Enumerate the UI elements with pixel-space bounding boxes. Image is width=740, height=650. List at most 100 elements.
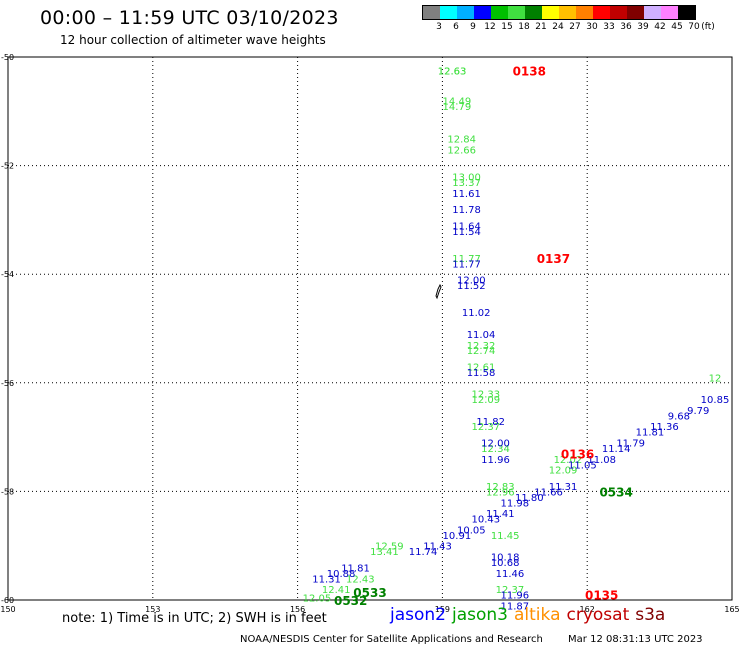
wave-height-label: 14.79 (443, 102, 472, 113)
wave-height-label: 10.43 (472, 515, 501, 526)
wave-height-label: 11.04 (467, 330, 496, 341)
wave-height-label: 10.91 (443, 531, 472, 542)
wave-height-label: 12.09 (549, 466, 578, 477)
lat-label: -56 (1, 379, 14, 388)
lat-label: -58 (1, 487, 14, 496)
pass-time-label: 0136 (561, 447, 594, 461)
wave-height-label: 11.80 (515, 493, 544, 504)
wave-height-label: 11.77 (452, 259, 481, 270)
wave-height-label: 11.14 (602, 444, 631, 455)
wave-height-label: 11.31 (312, 574, 341, 585)
page-title: 00:00 – 11:59 UTC 03/10/2023 (40, 7, 339, 29)
lat-label: -54 (1, 270, 14, 279)
wave-height-label: 11.82 (476, 417, 505, 428)
wave-height-label: 11.96 (500, 591, 529, 602)
axis-labels: 150 153 156 159 162 165 -50 -52 -54 -56 -58 -60 (0, 53, 739, 614)
legend-label: 36 (620, 22, 632, 32)
wave-height-label: 9.79 (687, 406, 709, 417)
legend-label: 27 (569, 22, 581, 32)
wave-height-label: 11.46 (496, 569, 525, 580)
wave-height-label: 12.74 (467, 346, 496, 357)
wave-height-label: 11.31 (549, 482, 578, 493)
wave-height-label: 11.81 (636, 428, 665, 439)
wave-height-label: 12.37 (472, 422, 501, 433)
wave-height-label: 11.96 (481, 455, 510, 466)
lon-label: 165 (724, 605, 739, 614)
wave-height-label: 12.63 (438, 67, 467, 78)
wave-height-label: 12.37 (496, 585, 525, 596)
legend-label: 15 (501, 22, 513, 32)
page-subtitle: 12 hour collection of altimeter wave hei… (60, 33, 326, 47)
wave-height-label: 12.02 (554, 455, 583, 466)
pass-time-label: 0534 (599, 485, 632, 499)
legend-swatch (508, 6, 525, 19)
legend-label: 30 (586, 22, 598, 32)
pass-time-label: 0135 (585, 589, 618, 603)
satellite-cryosat: cryosat (566, 605, 630, 625)
lon-label: 162 (580, 605, 595, 614)
wave-height-label: 11.52 (457, 281, 486, 292)
wave-height-label: 13.37 (452, 178, 481, 189)
wave-height-label: 10.05 (457, 525, 486, 536)
wave-height-label: 11.87 (500, 601, 529, 612)
wave-height-label: 12.00 (481, 439, 510, 450)
wave-height-label: 11.61 (452, 189, 481, 200)
satellite-jason2: jason2 (390, 605, 446, 625)
wave-height-label: 12.61 (467, 363, 496, 374)
legend-swatch (576, 6, 593, 19)
wave-height-label: 12.32 (467, 341, 496, 352)
wave-height-label: 12.33 (472, 390, 501, 401)
wave-height-label: 11.64 (452, 221, 481, 232)
legend-swatch (644, 6, 661, 19)
wave-height-label: 11.79 (616, 439, 645, 450)
legend-label: 33 (603, 22, 615, 32)
macquarie-island (435, 283, 442, 300)
credit-line: NOAA/NESDIS Center for Satellite Applica… (240, 634, 703, 645)
wave-height-label: 11.77 (452, 254, 481, 265)
wave-height-label: 12.84 (447, 134, 476, 145)
legend-swatch (525, 6, 542, 19)
legend-swatch (423, 6, 440, 19)
lat-label: -60 (1, 596, 14, 605)
wave-height-label: 13.00 (452, 172, 481, 183)
wave-height-label: 12.96 (486, 487, 515, 498)
pass-time-label: 0138 (513, 65, 546, 79)
legend-swatch (491, 6, 508, 19)
lon-label: 156 (290, 605, 305, 614)
credit-text: NOAA/NESDIS Center for Satellite Applica… (240, 634, 543, 645)
wave-height-label: 11.05 (568, 460, 597, 471)
legend-label: 12 (484, 22, 496, 32)
wave-height-label: 12.00 (457, 276, 486, 287)
lon-label: 150 (0, 605, 15, 614)
lat-label: -52 (1, 162, 14, 171)
wave-height-label: 10.85 (701, 395, 730, 406)
legend-swatch (610, 6, 627, 19)
satellite-jason3: jason3 (452, 605, 508, 625)
map-frame (7, 56, 733, 601)
wave-height-label: 9.68 (668, 411, 690, 422)
wave-height-label: 12.43 (346, 574, 375, 585)
legend-label: 70 (688, 22, 700, 32)
wave-height-label: 11.58 (467, 368, 496, 379)
legend-swatches (422, 5, 696, 20)
lat-label: -50 (1, 53, 14, 62)
wave-height-label: 11.02 (462, 308, 491, 319)
wave-height-label: 14.49 (443, 96, 472, 107)
wave-height-label: 12.05 (303, 593, 332, 604)
wave-height-label: 11.74 (409, 547, 438, 558)
lon-label: 159 (435, 605, 450, 614)
legend-label: 9 (470, 22, 476, 32)
wave-height-label: 10.68 (491, 558, 520, 569)
legend-swatch (627, 6, 644, 19)
wave-height-label: 12.09 (472, 395, 501, 406)
legend-label: 6 (453, 22, 459, 32)
legend-swatch (559, 6, 576, 19)
wave-height-label: 11.66 (534, 487, 563, 498)
legend-label: 3 (436, 22, 442, 32)
wave-height-label: 11.54 (452, 227, 481, 238)
wave-height-labels: 12.6312.6314.4914.7912.8412.6613.0013.37… (303, 67, 730, 613)
color-legend: 3 6 9 12 15 18 21 24 27 30 33 36 39 42 45 70 (ft) (422, 5, 715, 34)
legend-swatch (440, 6, 457, 19)
wave-height-label: 12.59 (375, 542, 404, 553)
